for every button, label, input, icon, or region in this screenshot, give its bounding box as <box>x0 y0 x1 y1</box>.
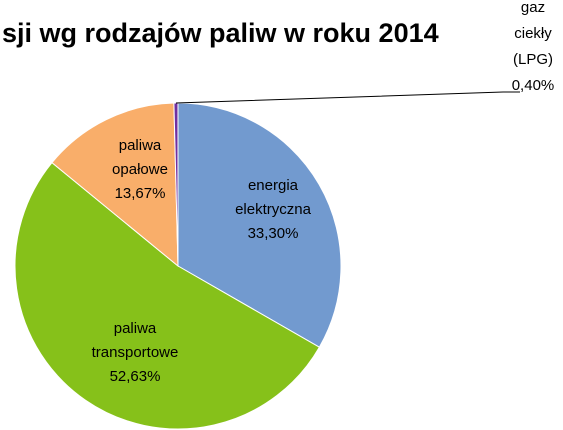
value-label: 33,30% <box>248 225 299 242</box>
slice-label: gaz ciekły (LPG) <box>513 0 553 68</box>
label-line: paliwa <box>114 320 157 337</box>
value-label: 13,67% <box>115 185 166 202</box>
label-line: gaz <box>521 0 545 16</box>
pie-slice <box>14 161 321 430</box>
label-line: ciekły <box>514 25 552 42</box>
label-line: paliwa <box>119 137 162 154</box>
slice-label: paliwa transportowe <box>92 320 179 361</box>
slice-label: energia elektryczna <box>235 177 312 218</box>
value-label: 52,63% <box>110 368 161 385</box>
value-label: 0,40% <box>512 77 555 94</box>
leader-line <box>175 91 520 104</box>
slices <box>14 102 342 430</box>
chart-title: sji wg rodzajów paliw w roku 2014 <box>2 18 439 48</box>
pie-slice <box>177 102 342 348</box>
label-line: energia <box>248 177 299 194</box>
label-line: transportowe <box>92 344 179 361</box>
label-line: (LPG) <box>513 51 553 68</box>
label-line: opałowe <box>112 161 168 178</box>
label-line: elektryczna <box>235 201 312 218</box>
slice-label: paliwa opałowe <box>112 137 168 178</box>
pie-slice <box>51 102 179 268</box>
